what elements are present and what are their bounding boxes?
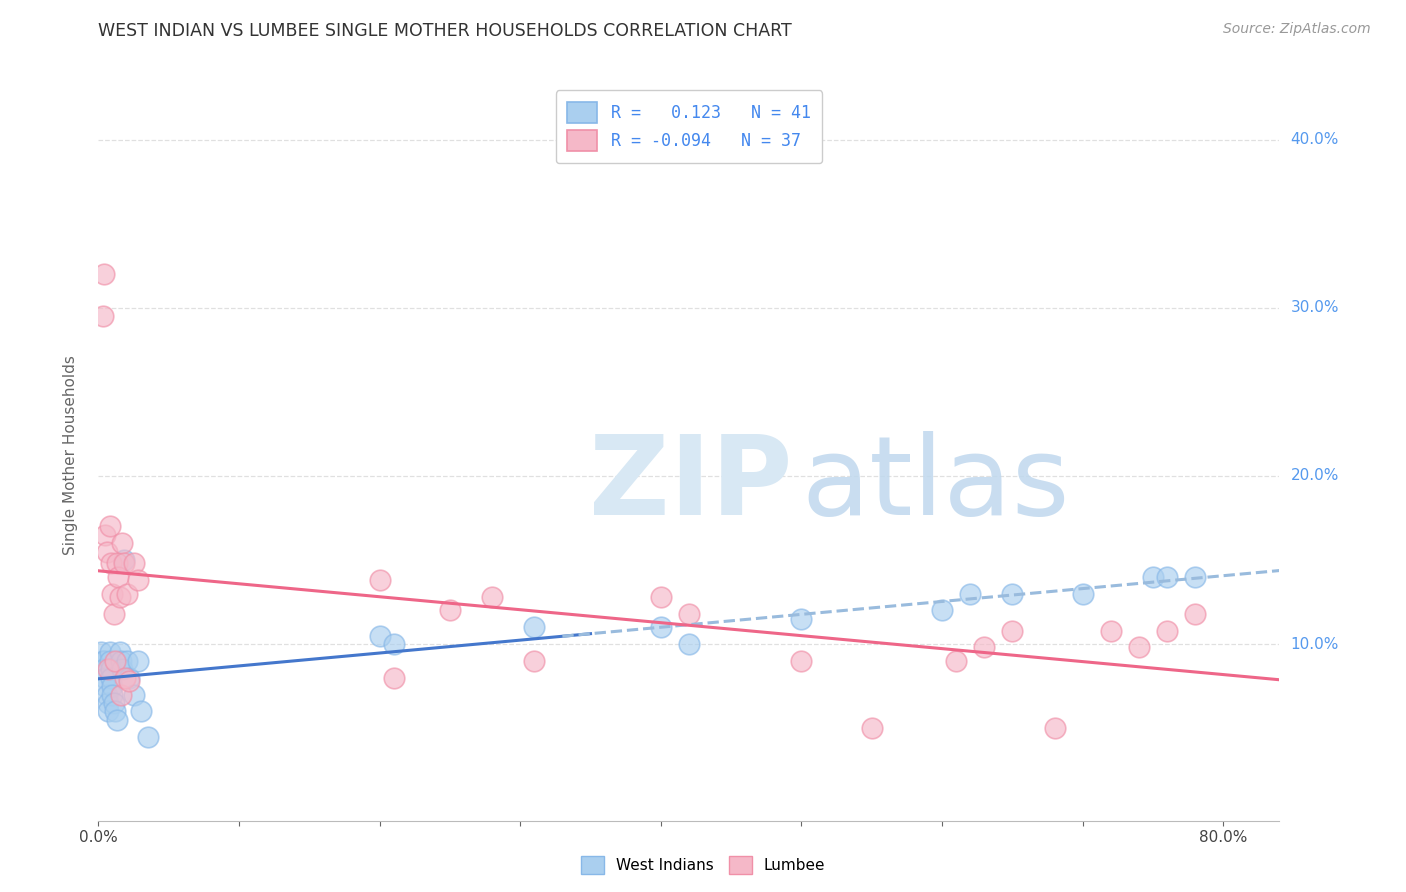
Point	[678, 607, 700, 621]
Legend: R =   0.123   N = 41, R = -0.094   N = 37: R = 0.123 N = 41, R = -0.094 N = 37	[555, 90, 823, 163]
Point	[1001, 587, 1024, 601]
Point	[96, 544, 118, 558]
Point	[129, 704, 152, 718]
Text: atlas: atlas	[801, 431, 1070, 538]
Point	[98, 654, 121, 668]
Point	[127, 573, 149, 587]
Point	[382, 637, 405, 651]
Point	[790, 654, 813, 668]
Point	[1128, 640, 1150, 655]
Point	[114, 671, 136, 685]
Legend: West Indians, Lumbee: West Indians, Lumbee	[575, 850, 831, 880]
Point	[439, 603, 461, 617]
Point	[1156, 624, 1178, 638]
Point	[122, 688, 145, 702]
Point	[94, 679, 117, 693]
Point	[111, 662, 134, 676]
Point	[108, 645, 131, 659]
Point	[1142, 570, 1164, 584]
Point	[101, 679, 124, 693]
Point	[98, 519, 121, 533]
Point	[127, 654, 149, 668]
Point	[122, 557, 145, 571]
Point	[368, 573, 391, 587]
Point	[136, 730, 159, 744]
Point	[368, 629, 391, 643]
Text: ZIP: ZIP	[589, 431, 792, 538]
Point	[110, 654, 132, 668]
Point	[481, 590, 503, 604]
Point	[118, 674, 141, 689]
Point	[98, 645, 121, 659]
Text: Source: ZipAtlas.com: Source: ZipAtlas.com	[1223, 22, 1371, 37]
Point	[523, 654, 546, 668]
Point	[650, 620, 672, 634]
Text: 10.0%: 10.0%	[1291, 637, 1339, 651]
Point	[104, 704, 127, 718]
Point	[93, 662, 115, 676]
Point	[97, 704, 120, 718]
Point	[523, 620, 546, 634]
Point	[91, 654, 114, 668]
Point	[1001, 624, 1024, 638]
Point	[100, 557, 122, 571]
Point	[1099, 624, 1122, 638]
Text: 20.0%: 20.0%	[1291, 468, 1339, 483]
Point	[973, 640, 995, 655]
Point	[112, 557, 135, 571]
Point	[790, 612, 813, 626]
Point	[1184, 570, 1206, 584]
Point	[115, 587, 138, 601]
Point	[860, 721, 883, 735]
Point	[91, 309, 114, 323]
Point	[94, 528, 117, 542]
Point	[678, 637, 700, 651]
Text: 40.0%: 40.0%	[1291, 132, 1339, 147]
Point	[96, 688, 118, 702]
Point	[100, 671, 122, 685]
Point	[1071, 587, 1094, 601]
Point	[93, 654, 115, 668]
Point	[650, 590, 672, 604]
Point	[103, 696, 125, 710]
Point	[94, 671, 117, 685]
Point	[1043, 721, 1066, 735]
Point	[1156, 570, 1178, 584]
Point	[93, 267, 115, 281]
Point	[112, 553, 135, 567]
Point	[107, 570, 129, 584]
Point	[104, 654, 127, 668]
Point	[101, 688, 124, 702]
Point	[105, 713, 128, 727]
Point	[111, 536, 134, 550]
Point	[115, 654, 138, 668]
Point	[90, 645, 112, 659]
Point	[118, 671, 141, 685]
Point	[959, 587, 981, 601]
Point	[945, 654, 967, 668]
Text: 30.0%: 30.0%	[1291, 301, 1339, 315]
Point	[110, 688, 132, 702]
Point	[100, 662, 122, 676]
Point	[1184, 607, 1206, 621]
Point	[103, 607, 125, 621]
Point	[97, 696, 120, 710]
Point	[382, 671, 405, 685]
Y-axis label: Single Mother Households: Single Mother Households	[63, 355, 77, 555]
Point	[108, 590, 131, 604]
Point	[97, 662, 120, 676]
Point	[101, 587, 124, 601]
Text: WEST INDIAN VS LUMBEE SINGLE MOTHER HOUSEHOLDS CORRELATION CHART: WEST INDIAN VS LUMBEE SINGLE MOTHER HOUS…	[98, 22, 792, 40]
Point	[931, 603, 953, 617]
Point	[105, 557, 128, 571]
